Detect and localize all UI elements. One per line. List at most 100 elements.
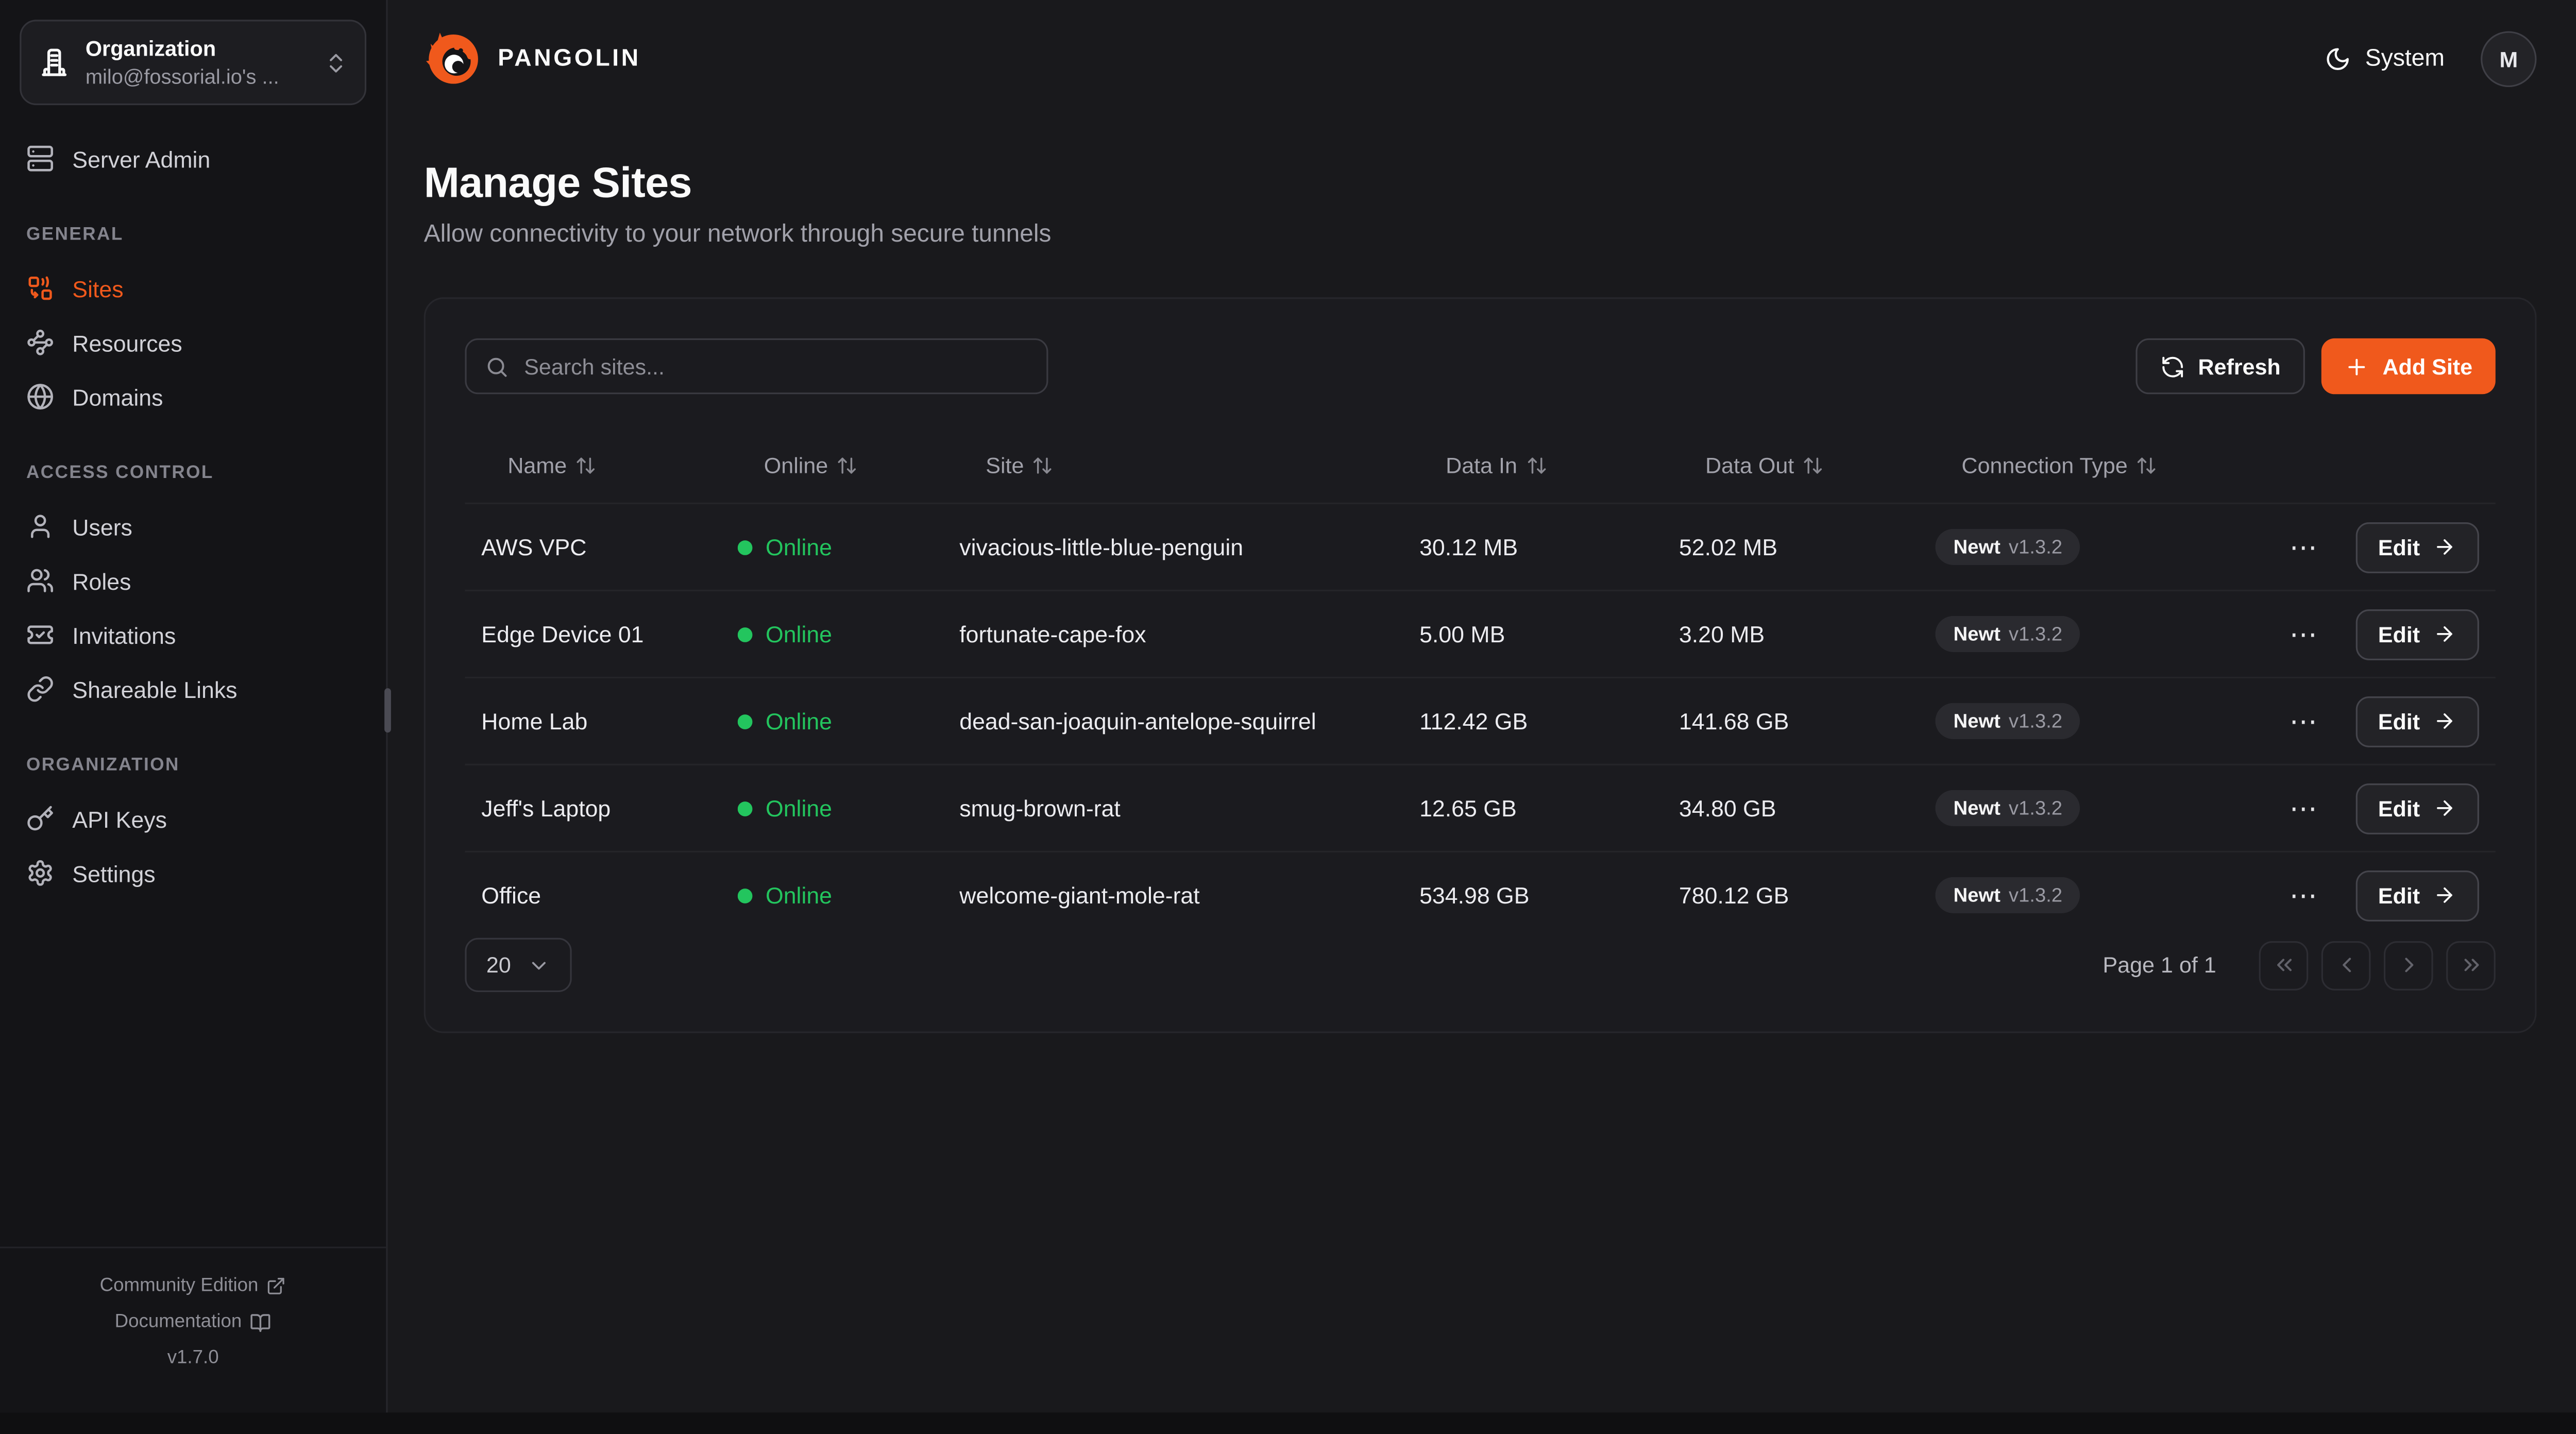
sites-icon bbox=[28, 277, 52, 301]
page-title: Manage Sites bbox=[423, 158, 692, 207]
row-menu-button[interactable]: ⋯ bbox=[2283, 791, 2326, 825]
edit-button[interactable]: Edit bbox=[2355, 869, 2479, 921]
row-actions: ⋯ Edit bbox=[2290, 782, 2479, 834]
row-menu-button[interactable]: ⋯ bbox=[2283, 704, 2326, 738]
sidebar-item-sites[interactable]: Sites bbox=[20, 262, 366, 316]
search-input[interactable] bbox=[524, 354, 1029, 379]
plus-icon bbox=[2349, 358, 2365, 375]
connection-type-cell: Newt v1.3.2 bbox=[1935, 616, 2318, 652]
online-status-label: Online bbox=[765, 882, 833, 909]
table-header: Name Online Site Data In Data Out Connec… bbox=[465, 427, 2495, 503]
previous-page-button[interactable] bbox=[2321, 940, 2371, 990]
row-actions: ⋯ Edit bbox=[2290, 521, 2479, 573]
page-content: Manage Sites Allow connectivity to your … bbox=[388, 118, 2576, 1033]
site-status-cell: Online bbox=[737, 621, 959, 647]
edit-button[interactable]: Edit bbox=[2355, 608, 2479, 660]
chevron-left-icon bbox=[2342, 958, 2350, 972]
section-title-organization: ORGANIZATION bbox=[26, 756, 180, 776]
online-status-label: Online bbox=[765, 708, 833, 735]
data-out-cell: 3.20 MB bbox=[1679, 621, 1765, 647]
page-size-select[interactable]: 20 bbox=[465, 937, 572, 993]
refresh-button[interactable]: Refresh bbox=[2136, 338, 2306, 395]
link-icon bbox=[27, 677, 53, 703]
site-status-cell: Online bbox=[737, 882, 959, 909]
building-icon bbox=[42, 49, 67, 77]
pangolin-logo-icon bbox=[426, 32, 478, 84]
connection-type-cell: Newt v1.3.2 bbox=[1935, 790, 2318, 826]
row-actions: ⋯ Edit bbox=[2290, 608, 2479, 660]
sidebar: Organization milo@fossorial.io's ... Ser… bbox=[0, 0, 391, 1413]
globe-icon bbox=[27, 384, 53, 411]
edit-button[interactable]: Edit bbox=[2355, 521, 2479, 573]
connection-badge: Newt v1.3.2 bbox=[1935, 877, 2081, 913]
next-page-button[interactable] bbox=[2383, 940, 2433, 990]
add-site-button[interactable]: Add Site bbox=[2321, 338, 2496, 395]
edit-button[interactable]: Edit bbox=[2355, 782, 2479, 834]
site-status-cell: Online bbox=[737, 795, 959, 822]
last-page-button[interactable] bbox=[2446, 940, 2496, 990]
arrow-right-icon bbox=[2437, 800, 2452, 816]
theme-toggle-button[interactable]: System bbox=[2324, 46, 2445, 72]
sidebar-item-shareable-links[interactable]: Shareable Links bbox=[20, 662, 366, 716]
connection-type-cell: Newt v1.3.2 bbox=[1935, 703, 2318, 739]
data-out-cell: 34.80 GB bbox=[1679, 795, 1776, 822]
server-icon bbox=[27, 146, 53, 172]
online-dot-icon bbox=[737, 626, 753, 642]
online-status-label: Online bbox=[765, 795, 833, 822]
arrow-right-icon bbox=[2437, 713, 2452, 729]
sort-icon bbox=[2138, 456, 2156, 473]
sort-header-connection-type[interactable]: Connection Type bbox=[1935, 453, 2318, 477]
row-menu-button[interactable]: ⋯ bbox=[2283, 530, 2326, 564]
sort-icon bbox=[838, 456, 856, 473]
community-edition-link[interactable]: Community Edition bbox=[13, 1268, 373, 1304]
site-tunnel-cell: dead-san-joaquin-antelope-squirrel bbox=[959, 708, 1316, 735]
row-menu-button[interactable]: ⋯ bbox=[2283, 617, 2326, 651]
sites-card: Refresh Add Site Name Online Site Data I… bbox=[423, 297, 2537, 1033]
site-name-cell: Office bbox=[481, 882, 541, 909]
sort-header-data-out[interactable]: Data Out bbox=[1679, 453, 1935, 477]
avatar[interactable]: M bbox=[2481, 31, 2537, 88]
sort-icon bbox=[1527, 456, 1545, 473]
site-status-cell: Online bbox=[737, 708, 959, 735]
sidebar-item-resources[interactable]: Resources bbox=[20, 316, 366, 370]
sidebar-item-api-keys[interactable]: API Keys bbox=[20, 792, 366, 846]
sidebar-item-domains[interactable]: Domains bbox=[20, 370, 366, 424]
documentation-link[interactable]: Documentation bbox=[13, 1304, 373, 1340]
page-info: Page 1 of 1 bbox=[2103, 952, 2216, 978]
sort-header-online[interactable]: Online bbox=[738, 453, 959, 477]
users-icon bbox=[27, 569, 53, 593]
sidebar-item-roles[interactable]: Roles bbox=[20, 554, 366, 608]
row-menu-button[interactable]: ⋯ bbox=[2283, 878, 2326, 912]
data-in-cell: 12.65 GB bbox=[1419, 795, 1517, 822]
table-row: AWS VPC Online vivacious-little-blue-pen… bbox=[465, 502, 2496, 590]
chevron-down-icon bbox=[532, 961, 546, 969]
sidebar-item-server-admin[interactable]: Server Admin bbox=[20, 132, 366, 186]
row-actions: ⋯ Edit bbox=[2290, 869, 2479, 921]
site-tunnel-cell: fortunate-cape-fox bbox=[959, 621, 1146, 647]
org-picker[interactable]: Organization milo@fossorial.io's ... bbox=[20, 20, 367, 106]
sort-header-site[interactable]: Site bbox=[959, 453, 1419, 477]
arrow-right-icon bbox=[2437, 539, 2452, 555]
connection-type-cell: Newt v1.3.2 bbox=[1935, 528, 2318, 565]
edit-button[interactable]: Edit bbox=[2355, 695, 2479, 747]
sidebar-item-settings[interactable]: Settings bbox=[20, 847, 366, 901]
sidebar-item-users[interactable]: Users bbox=[20, 500, 366, 554]
table-row: Home Lab Online dead-san-joaquin-antelop… bbox=[465, 676, 2496, 764]
connection-badge: Newt v1.3.2 bbox=[1935, 790, 2081, 826]
sort-icon bbox=[1804, 456, 1822, 473]
moon-icon bbox=[2326, 48, 2348, 71]
org-value: milo@fossorial.io's ... bbox=[85, 65, 279, 88]
sidebar-resize-handle[interactable] bbox=[384, 688, 391, 733]
sort-icon bbox=[1033, 456, 1052, 473]
first-page-button[interactable] bbox=[2259, 940, 2309, 990]
sidebar-item-invitations[interactable]: Invitations bbox=[20, 608, 366, 662]
data-in-cell: 30.12 MB bbox=[1419, 534, 1518, 560]
connection-badge: Newt v1.3.2 bbox=[1935, 528, 2081, 565]
sort-header-data-in[interactable]: Data In bbox=[1419, 453, 1679, 477]
topbar-right: System M bbox=[2324, 31, 2537, 88]
sort-header-name[interactable]: Name bbox=[481, 453, 737, 477]
table-body: AWS VPC Online vivacious-little-blue-pen… bbox=[465, 502, 2496, 938]
page-subtitle: Allow connectivity to your network throu… bbox=[423, 220, 1052, 248]
waypoints-icon bbox=[27, 330, 53, 356]
